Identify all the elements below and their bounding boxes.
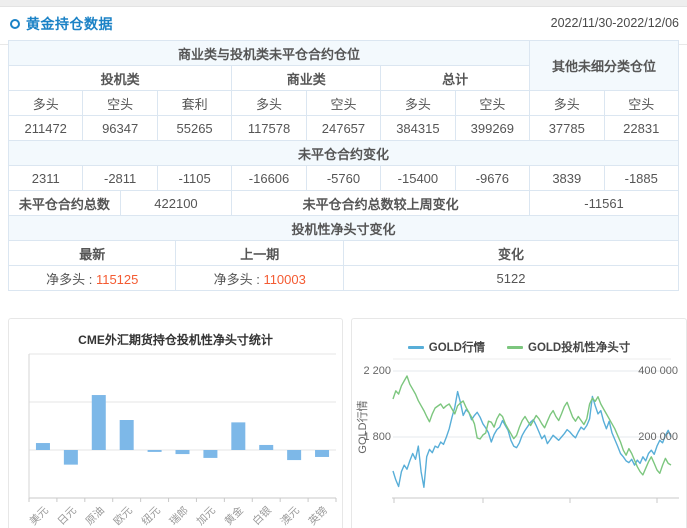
net-latest-value: 115125 (95, 271, 139, 287)
change-value: -1105 (156, 165, 233, 191)
table-row: 未平仓合约变化 (8, 140, 679, 166)
table-row: 投机性净头寸变化 (8, 215, 679, 241)
net-previous-value: 110003 (263, 271, 306, 287)
sub-header-total: 总计 (380, 65, 531, 91)
net-latest-cell: 净多头 : 115125 (7, 265, 177, 291)
net-section-header: 投机性净头寸变化 (8, 215, 679, 241)
table-row: 投机类 商业类 总计 (7, 65, 679, 91)
net-header-latest: 最新 (7, 240, 177, 266)
table-row: 2311 -2811 -1105 -16606 -5760 -15400 -96… (7, 165, 679, 191)
page-title: 黄金持仓数据 (10, 14, 113, 34)
table-row: 净多头 : 115125 净多头 : 110003 5122 (7, 265, 680, 291)
left-axis-tick-1800: 1 800 (363, 431, 391, 443)
position-value: 247657 (305, 115, 382, 141)
circle-icon (10, 19, 20, 29)
left-axis-tick-2200: 2 200 (363, 365, 391, 377)
change-section-header: 未平仓合约变化 (8, 140, 679, 166)
group-header-main: 商业类与投机类未平仓合约仓位 (7, 40, 531, 66)
total-label: 未平仓合约总数 (8, 190, 121, 216)
total-change-value: -11561 (529, 190, 679, 216)
net-header-change: 变化 (342, 240, 680, 266)
gold-price-net-position-line-chart: GOLD行情 GOLD投机性净头寸 2 200 1 800 400 000 20… (351, 318, 687, 528)
chart-legend: GOLD行情 GOLD投机性净头寸 (352, 339, 686, 355)
net-previous-cell: 净多头 : 110003 (175, 265, 344, 291)
sub-header-speculative: 投机类 (7, 65, 233, 91)
position-value: 117578 (231, 115, 307, 141)
date-range: 2022/11/30-2022/12/06 (550, 16, 679, 30)
change-value: -5760 (305, 165, 382, 191)
position-value: 22831 (603, 115, 679, 141)
table-row: 商业类与投机类未平仓合约仓位 其他未细分类仓位 (7, 40, 679, 91)
change-value: 2311 (7, 165, 84, 191)
sub-header-commercial: 商业类 (231, 65, 382, 91)
positions-table: 商业类与投机类未平仓合约仓位 其他未细分类仓位 投机类 商业类 总计 多头 空头… (7, 40, 680, 291)
position-value: 384315 (380, 115, 456, 141)
net-header-previous: 上一期 (175, 240, 344, 266)
col-header: 多头 (7, 90, 84, 116)
change-value: -15400 (380, 165, 456, 191)
position-value: 55265 (156, 115, 233, 141)
position-value: 96347 (82, 115, 158, 141)
bar-chart-title: CME外汇期货持仓投机性净头寸统计 (78, 333, 273, 347)
col-header: 多头 (231, 90, 307, 116)
table-row: 多头 空头 套利 多头 空头 多头 空头 多头 空头 (7, 90, 679, 116)
cme-net-position-bar-chart: CME外汇期货持仓投机性净头寸统计 美元 日元 原油 欧元 纽元 瑞郎 加元 黄金 白银 澳元 英镑 (8, 318, 343, 528)
col-header: 多头 (529, 90, 605, 116)
col-header: 空头 (454, 90, 531, 116)
legend-label: GOLD行情 (428, 342, 485, 354)
right-axis-tick-400000: 400 000 (638, 365, 678, 377)
table-row: 未平仓合约总数 422100 未平仓合约总数较上周变化 -11561 (8, 190, 679, 216)
gold-price-line-swatch (407, 345, 424, 349)
col-header: 多头 (380, 90, 456, 116)
group-header-other: 其他未细分类仓位 (529, 40, 679, 91)
position-value: 211472 (7, 115, 84, 141)
net-change-value: 5122 (342, 265, 680, 291)
change-value: 3839 (529, 165, 605, 191)
change-value: -9676 (454, 165, 531, 191)
position-value: 399269 (454, 115, 531, 141)
change-value: -16606 (231, 165, 307, 191)
bar-chart-plot (28, 353, 337, 502)
left-axis-name: GOLD行情 (357, 400, 369, 454)
line-chart-plot (392, 358, 679, 503)
col-header: 空头 (603, 90, 679, 116)
total-value: 422100 (119, 190, 233, 216)
page-title-text: 黄金持仓数据 (26, 16, 113, 32)
change-value: -2811 (82, 165, 158, 191)
col-header: 空头 (305, 90, 382, 116)
position-value: 37785 (529, 115, 605, 141)
net-previous-label: 净多头 : (213, 271, 264, 287)
legend-label: GOLD投机性净头寸 (528, 342, 631, 354)
right-axis-tick-200000: 200 000 (638, 431, 678, 443)
col-header: 空头 (82, 90, 158, 116)
change-value: -1885 (603, 165, 679, 191)
legend-item-gold-price[interactable]: GOLD行情 (407, 339, 485, 355)
net-position-line-swatch (507, 345, 523, 349)
table-row: 最新 上一期 变化 (7, 240, 680, 266)
table-row: 211472 96347 55265 117578 247657 384315 … (7, 115, 679, 141)
total-change-label: 未平仓合约总数较上周变化 (231, 190, 531, 216)
legend-item-net-position[interactable]: GOLD投机性净头寸 (507, 339, 630, 355)
page-header: 黄金持仓数据 2022/11/30-2022/12/06 (0, 8, 687, 45)
top-strip (0, 0, 687, 7)
col-header: 套利 (156, 90, 233, 116)
net-latest-label: 净多头 : (46, 271, 96, 287)
